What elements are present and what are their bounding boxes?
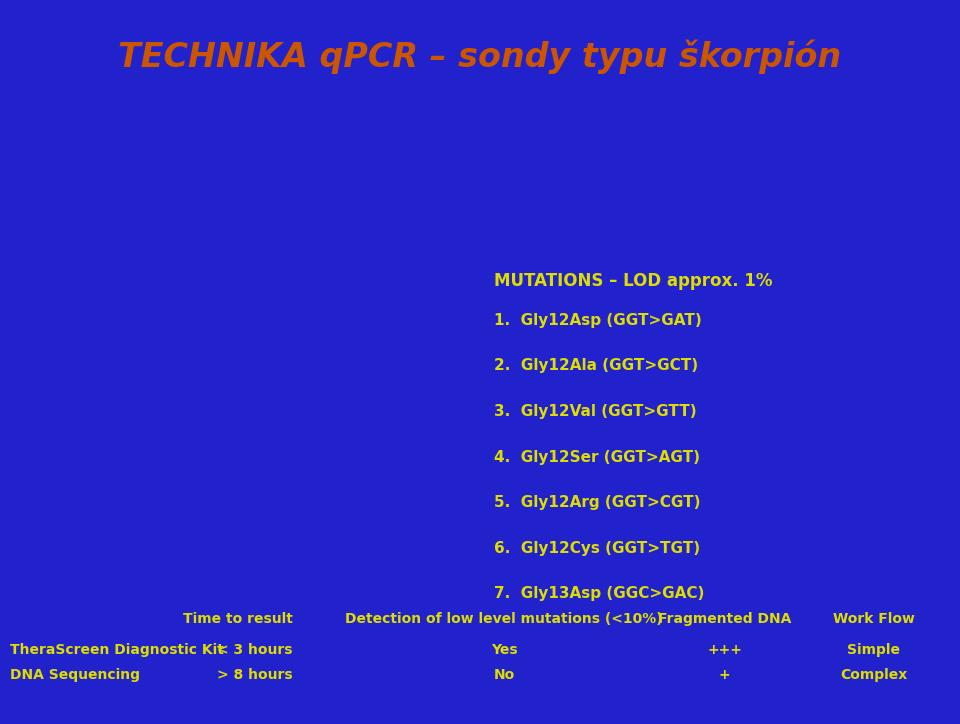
- Text: Fragmented DNA: Fragmented DNA: [659, 613, 791, 626]
- Text: 4.  Gly12Ser (GGT>AGT): 4. Gly12Ser (GGT>AGT): [494, 450, 701, 465]
- Text: 5.  Gly12Arg (GGT>CGT): 5. Gly12Arg (GGT>CGT): [494, 495, 701, 510]
- Text: 2.  Gly12Ala (GGT>GCT): 2. Gly12Ala (GGT>GCT): [494, 358, 699, 374]
- Text: Complex: Complex: [840, 668, 907, 682]
- Text: No: No: [493, 668, 515, 682]
- Text: 7.  Gly13Asp (GGC>GAC): 7. Gly13Asp (GGC>GAC): [494, 586, 705, 602]
- Text: TheraScreen Diagnostic Kit: TheraScreen Diagnostic Kit: [10, 643, 224, 657]
- Text: +++: +++: [708, 643, 742, 657]
- Text: MUTATIONS – LOD approx. 1%: MUTATIONS – LOD approx. 1%: [494, 272, 773, 290]
- Text: Detection of low level mutations (<10%): Detection of low level mutations (<10%): [346, 613, 662, 626]
- Text: Time to result: Time to result: [183, 613, 293, 626]
- Text: 3.  Gly12Val (GGT>GTT): 3. Gly12Val (GGT>GTT): [494, 404, 697, 419]
- Text: DNA Sequencing: DNA Sequencing: [10, 668, 139, 682]
- Text: TECHNIKA qPCR – sondy typu škorpión: TECHNIKA qPCR – sondy typu škorpión: [118, 40, 842, 75]
- Text: Simple: Simple: [847, 643, 900, 657]
- Text: < 3 hours: < 3 hours: [217, 643, 293, 657]
- Text: +: +: [719, 668, 731, 682]
- Text: 6.  Gly12Cys (GGT>TGT): 6. Gly12Cys (GGT>TGT): [494, 541, 701, 556]
- Text: 1.  Gly12Asp (GGT>GAT): 1. Gly12Asp (GGT>GAT): [494, 313, 702, 328]
- Text: > 8 hours: > 8 hours: [217, 668, 293, 682]
- Text: Yes: Yes: [491, 643, 517, 657]
- Text: Work Flow: Work Flow: [832, 613, 915, 626]
